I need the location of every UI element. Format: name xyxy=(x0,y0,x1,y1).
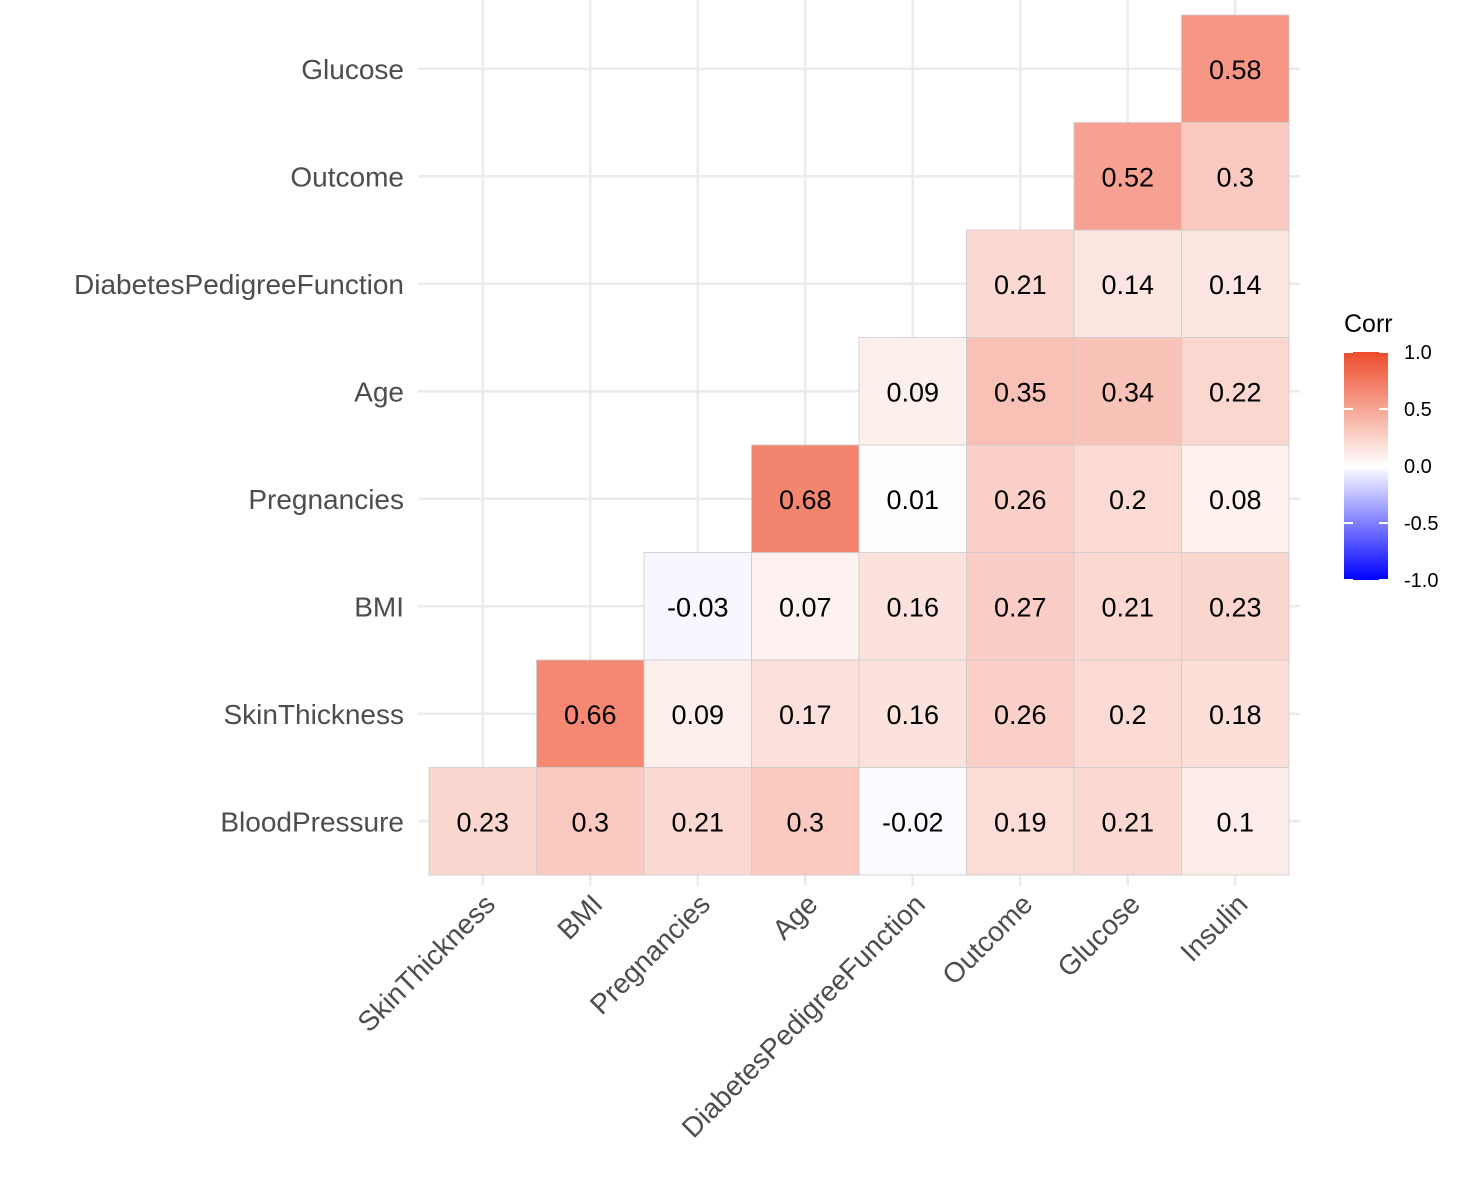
heatmap-cell xyxy=(966,229,1075,338)
legend-tick-label: -1.0 xyxy=(1404,570,1438,592)
y-axis: BloodPressure SkinThickness BMI Pregnancies… xyxy=(74,54,404,838)
heatmap-cell xyxy=(643,659,752,768)
cell-value-label: 0.3 xyxy=(1216,162,1254,192)
heatmap-cell xyxy=(1181,767,1290,876)
x-tick-label: Glucose xyxy=(1051,888,1146,983)
x-tick-label: BMI xyxy=(551,888,608,945)
cell-value-label: 0.08 xyxy=(1209,485,1262,515)
legend-tick-label: 0.5 xyxy=(1404,399,1432,421)
cell-value-label: 0.58 xyxy=(1209,55,1262,85)
heatmap-cell xyxy=(858,767,967,876)
cell-value-label: 0.01 xyxy=(886,485,939,515)
legend: Corr 1.0 0.5 0.0 -0.5 -1.0 xyxy=(1344,310,1438,592)
legend-title: Corr xyxy=(1344,310,1393,338)
cell-value-label: -0.02 xyxy=(882,807,944,837)
heatmap-cell xyxy=(1181,337,1290,446)
cell-value-label: 0.16 xyxy=(886,700,939,730)
legend-tick-label: 1.0 xyxy=(1404,342,1432,364)
y-tick-label: Age xyxy=(354,376,404,407)
cell-value-label: 0.52 xyxy=(1101,162,1154,192)
cell-value-label: 0.3 xyxy=(786,807,824,837)
x-tick-label: SkinThickness xyxy=(351,888,501,1038)
legend-ticks: 1.0 0.5 0.0 -0.5 -1.0 xyxy=(1344,342,1438,592)
cell-value-label: 0.09 xyxy=(886,377,939,407)
heatmap-cell xyxy=(1073,229,1182,338)
cell-value-label: 0.23 xyxy=(1209,592,1262,622)
heatmap-cell xyxy=(1181,444,1290,553)
x-tick-label: Age xyxy=(766,888,823,945)
heatmap-cell xyxy=(428,767,537,876)
heatmap-cell xyxy=(536,659,645,768)
y-tick-label: Glucose xyxy=(301,54,404,85)
cell-value-label: 0.16 xyxy=(886,592,939,622)
heatmap-cell xyxy=(1073,552,1182,661)
heatmap-cell xyxy=(858,659,967,768)
cell-value-label: 0.09 xyxy=(671,700,724,730)
cell-value-label: 0.17 xyxy=(779,700,832,730)
y-tick-label: SkinThickness xyxy=(223,699,404,730)
legend-tick-label: -0.5 xyxy=(1404,513,1438,535)
cell-value-label: 0.21 xyxy=(671,807,724,837)
cell-value-label: 0.27 xyxy=(994,592,1047,622)
heatmap-tiles xyxy=(428,14,1290,876)
heatmap-cell xyxy=(643,767,752,876)
heatmap-cell xyxy=(858,337,967,446)
heatmap-cell xyxy=(1181,14,1290,123)
heatmap-cell xyxy=(966,659,1075,768)
cell-value-label: 0.68 xyxy=(779,485,832,515)
heatmap-cell xyxy=(751,659,860,768)
heatmap-cell xyxy=(1073,767,1182,876)
cell-value-label: 0.21 xyxy=(1101,807,1154,837)
y-tick-label: BloodPressure xyxy=(220,806,404,837)
heatmap-cell xyxy=(751,767,860,876)
cell-value-label: 0.14 xyxy=(1101,270,1154,300)
cell-value-label: 0.26 xyxy=(994,700,1047,730)
cell-value-label: 0.18 xyxy=(1209,700,1262,730)
cell-value-label: 0.22 xyxy=(1209,377,1262,407)
heatmap-cell xyxy=(858,444,967,553)
cell-value-label: 0.23 xyxy=(456,807,509,837)
heatmap-cell xyxy=(966,552,1075,661)
cell-value-label: 0.66 xyxy=(564,700,617,730)
legend-tick-label: 0.0 xyxy=(1404,456,1432,478)
x-tick-label: Insulin xyxy=(1174,888,1253,967)
y-tick-label: Outcome xyxy=(290,161,404,192)
cell-value-label: 0.1 xyxy=(1216,807,1254,837)
cell-value-label: 0.21 xyxy=(1101,592,1154,622)
cell-value-label: 0.19 xyxy=(994,807,1047,837)
heatmap-cell xyxy=(1181,659,1290,768)
heatmap-cell xyxy=(858,552,967,661)
heatmap-cell xyxy=(966,767,1075,876)
y-tick-label: Pregnancies xyxy=(248,484,404,515)
cell-value-label: 0.2 xyxy=(1109,700,1147,730)
heatmap-cell xyxy=(536,767,645,876)
cell-value-label: 0.3 xyxy=(571,807,609,837)
cell-value-label: 0.2 xyxy=(1109,485,1147,515)
heatmap-cell xyxy=(643,552,752,661)
x-tick-label: Outcome xyxy=(936,888,1038,990)
heatmap-cell xyxy=(1181,122,1290,231)
cell-value-label: 0.07 xyxy=(779,592,832,622)
heatmap-cell xyxy=(966,337,1075,446)
heatmap-cell xyxy=(1181,552,1290,661)
y-tick-label: BMI xyxy=(354,591,404,622)
cell-value-label: -0.03 xyxy=(667,592,729,622)
cell-labels: 0.23 0.3 0.21 0.3 -0.02 0.19 0.21 0.1 0.66 0.09 0.… xyxy=(456,55,1261,838)
heatmap-cell xyxy=(751,444,860,553)
heatmap-cell xyxy=(1073,122,1182,231)
y-tick-label: DiabetesPedigreeFunction xyxy=(74,269,404,300)
cell-value-label: 0.26 xyxy=(994,485,1047,515)
heatmap-cell xyxy=(751,552,860,661)
cell-value-label: 0.14 xyxy=(1209,270,1262,300)
heatmap-cell xyxy=(1073,659,1182,768)
cell-value-label: 0.35 xyxy=(994,377,1047,407)
cell-value-label: 0.21 xyxy=(994,270,1047,300)
cell-value-label: 0.34 xyxy=(1101,377,1154,407)
